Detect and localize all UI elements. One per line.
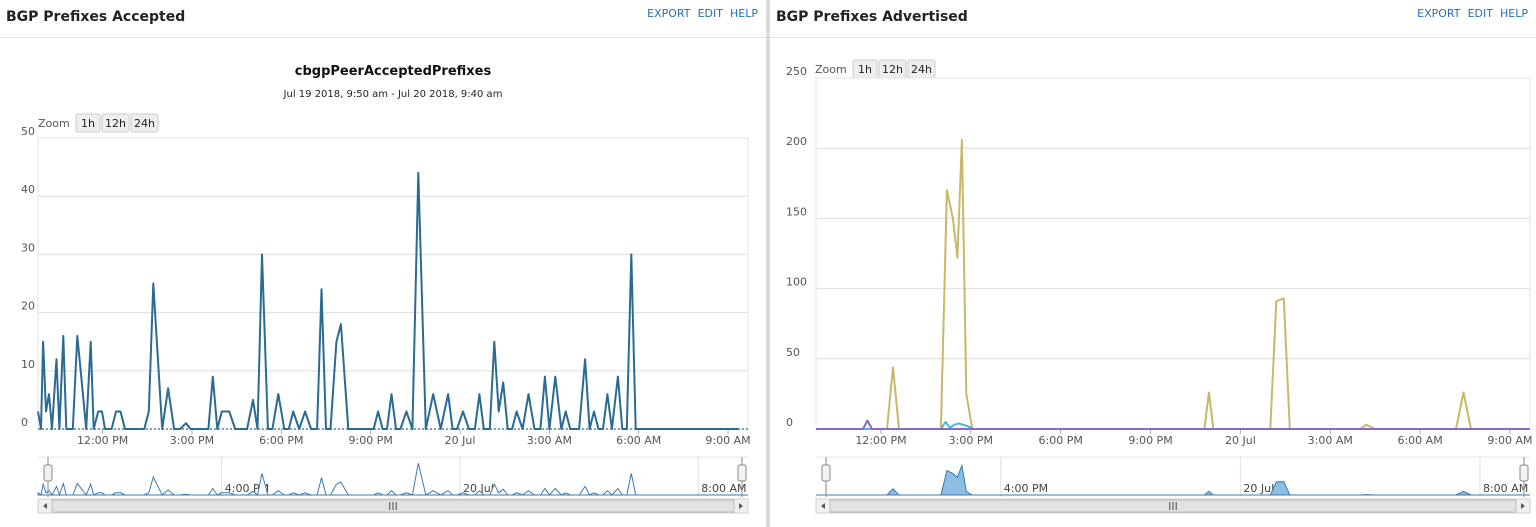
y-tick-label: 50 [786,346,800,359]
y-tick-label: 40 [21,183,35,196]
x-tick-label: 20 Jul [445,434,476,447]
accepted-prefixes-chart: cbgpPeerAcceptedPrefixes Jul 19 2018, 9:5… [21,64,751,514]
zoom-button-label: 12h [882,63,903,76]
zoom-1h-button[interactable]: 1h [852,59,878,79]
x-tick-label: 3:00 AM [527,434,572,447]
x-tick-label: 3:00 PM [949,434,993,447]
y-tick-label: 150 [786,205,807,218]
x-tick-label: 20 Jul [1225,434,1256,447]
x-tick-label: 6:00 AM [616,434,661,447]
y-tick-label: 20 [21,300,35,313]
panel-actions: EXPORT EDIT HELP [1413,7,1528,20]
export-link[interactable]: EXPORT [1417,7,1461,20]
y-tick-label: 10 [21,358,35,371]
chart-subtitle: Jul 19 2018, 9:50 am - Jul 20 2018, 9:40… [283,89,503,100]
y-tick-label: 200 [786,135,807,148]
scrollbar-thumb[interactable] [51,499,735,513]
series-line-1 [816,421,1530,430]
y-tick-label: 0 [786,416,793,429]
series-line-0 [37,171,739,430]
edit-link[interactable]: EDIT [1467,7,1493,20]
y-tick-label: 30 [21,241,35,254]
zoom-1h-button[interactable]: 1h [75,113,101,133]
navigator-label: 4:00 PM [1004,482,1048,495]
chart-title: cbgpPeerAcceptedPrefixes [295,64,492,79]
edit-link[interactable]: EDIT [697,7,723,20]
scrollbar-thumb[interactable] [829,499,1517,513]
plot-area [37,137,749,430]
navigator-left-handle[interactable] [43,464,53,482]
navigator-series [816,463,1530,496]
bgp-prefixes-advertised-panel: BGP Prefixes Advertised EXPORT EDIT HELP… [770,0,1536,527]
x-tick-label: 9:00 PM [348,434,392,447]
scroll-right-arrow-icon[interactable] [1521,503,1525,509]
y-tick-label: 250 [786,65,807,78]
x-tick-label: 12:00 PM [77,434,128,447]
panel-divider [766,0,770,527]
scrollbar-grip: III [388,500,398,513]
x-tick-label: 9:00 AM [705,434,750,447]
zoom-24h-button[interactable]: 24h [907,59,936,79]
series-line-2 [816,419,1530,430]
x-tick-label: 9:00 AM [1487,434,1532,447]
x-tick-label: 12:00 PM [855,434,906,447]
advertised-prefixes-chart: Zoom 1h 12h 24h 0 50 100 150 200 250 12:00 PM 3:00 … [786,59,1533,514]
y-tick-label: 50 [21,125,35,138]
y-tick-label: 100 [786,276,807,289]
navigator-label: 8:00 AM [1483,482,1528,495]
zoom-button-label: 1h [81,117,95,130]
navigator-series [37,463,739,497]
series-line-0 [816,138,1530,430]
navigator-right-handle[interactable] [1519,464,1529,482]
zoom-12h-button[interactable]: 12h [101,113,130,133]
zoom-button-label: 24h [911,63,932,76]
scroll-left-arrow-icon[interactable] [43,503,47,509]
zoom-button-bg [101,113,130,133]
zoom-button-bg [75,113,101,133]
navigator-label: 8:00 AM [701,482,746,495]
zoom-label: Zoom [815,63,847,76]
navigator-right-handle[interactable] [737,464,747,482]
x-tick-label: 3:00 PM [170,434,214,447]
zoom-label: Zoom [38,117,70,130]
panel-header: BGP Prefixes Accepted EXPORT EDIT HELP [0,0,766,38]
panel-title: BGP Prefixes Accepted [6,9,186,25]
zoom-button-label: 1h [858,63,872,76]
x-tick-label: 6:00 PM [1039,434,1083,447]
help-link[interactable]: HELP [1500,7,1528,20]
bgp-prefixes-accepted-panel: BGP Prefixes Accepted EXPORT EDIT HELP c… [0,0,766,527]
panel-header: BGP Prefixes Advertised EXPORT EDIT HELP [770,0,1536,38]
scroll-left-arrow-icon[interactable] [821,503,825,509]
x-tick-label: 9:00 PM [1128,434,1172,447]
x-tick-label: 6:00 AM [1397,434,1442,447]
zoom-button-label: 24h [134,117,155,130]
x-tick-label: 3:00 AM [1308,434,1353,447]
navigator-label: 20 Jul [463,482,494,495]
help-link[interactable]: HELP [730,7,758,20]
x-tick-label: 6:00 PM [259,434,303,447]
zoom-12h-button[interactable]: 12h [878,59,907,79]
scrollbar-grip: III [1168,500,1178,513]
zoom-button-label: 12h [105,117,126,130]
panel-actions: EXPORT EDIT HELP [643,7,758,20]
y-tick-label: 0 [21,416,28,429]
navigator-left-handle[interactable] [821,464,831,482]
panel-title: BGP Prefixes Advertised [776,9,968,25]
export-link[interactable]: EXPORT [647,7,691,20]
zoom-button-bg [130,113,159,133]
scroll-right-arrow-icon[interactable] [739,503,743,509]
zoom-24h-button[interactable]: 24h [130,113,159,133]
navigator-label: 20 Jul [1243,482,1274,495]
plot-area [815,77,1531,430]
